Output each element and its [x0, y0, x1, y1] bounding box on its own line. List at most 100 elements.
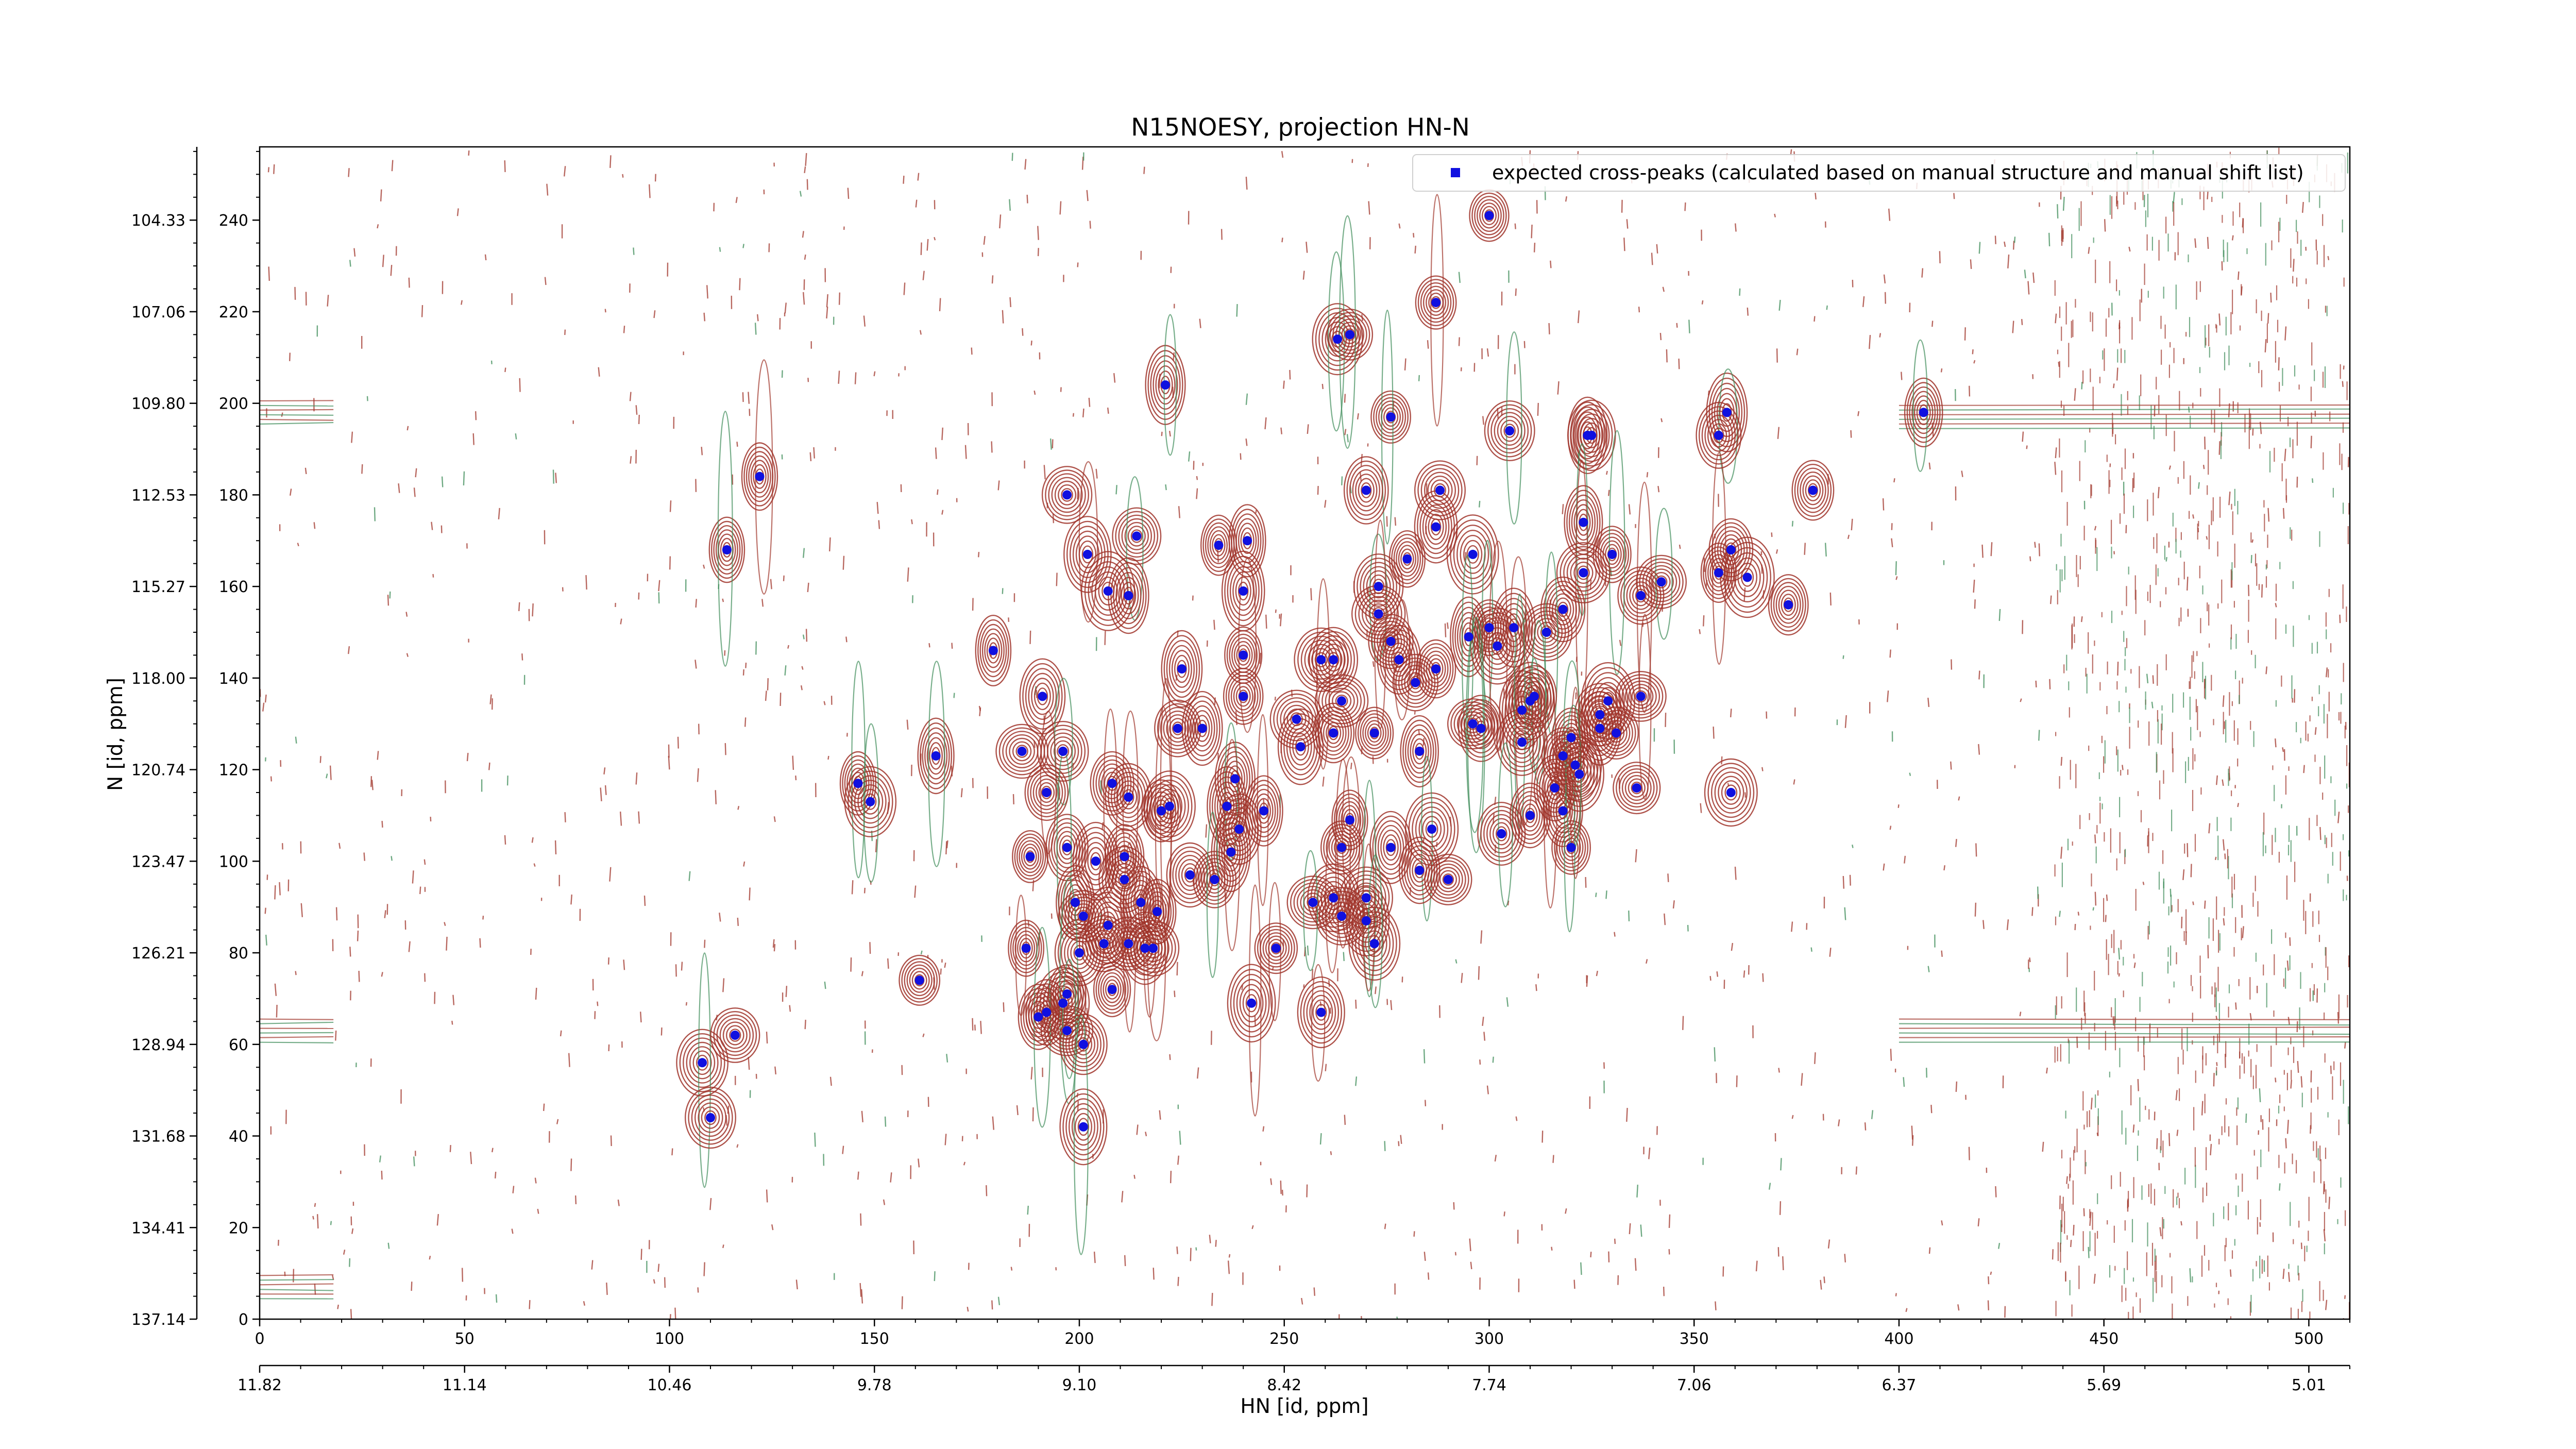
noise-contour	[1762, 973, 1764, 982]
peak-contour	[1696, 401, 1742, 469]
artefact-ridge	[1899, 404, 2350, 406]
cross-peak-marker	[1124, 939, 1133, 949]
peak-contour	[975, 614, 1012, 686]
noise-contour	[704, 939, 706, 948]
noise-contour	[1716, 971, 1719, 977]
y-tick-label: 240	[219, 212, 248, 230]
noise-contour	[1619, 639, 1622, 646]
peak-contour	[1228, 675, 1259, 718]
peak-contour	[860, 788, 880, 815]
peak-contour	[1175, 854, 1205, 895]
noise-contour	[677, 736, 679, 749]
noise-contour	[2165, 557, 2167, 562]
peak-streak	[1638, 614, 1652, 800]
cross-peak-marker	[1337, 696, 1347, 706]
cross-peak-marker	[1636, 692, 1646, 701]
peak-contour	[1343, 456, 1389, 525]
noise-contour	[1174, 990, 1176, 997]
noise-contour	[552, 469, 554, 484]
peak-contour	[1401, 665, 1430, 701]
noise-contour	[635, 405, 638, 415]
cross-peak-marker	[1099, 939, 1109, 949]
noise-contour	[2221, 261, 2223, 271]
noise-contour	[1824, 543, 1827, 557]
peak-contour	[1415, 275, 1457, 330]
noise-contour	[2223, 839, 2225, 851]
peak-contour	[1047, 732, 1079, 770]
noise-contour	[2222, 695, 2225, 707]
peak-contour	[1315, 1004, 1327, 1021]
noise-contour	[1905, 1308, 1908, 1312]
peak-contour	[1571, 499, 1596, 546]
cross-peak-marker	[1411, 678, 1420, 687]
noise-contour	[1820, 1279, 1822, 1290]
noise-contour	[2282, 747, 2284, 752]
peak-contour	[1398, 836, 1440, 904]
noise-contour	[1778, 1068, 1780, 1073]
noise-contour	[604, 309, 606, 313]
peak-contour	[851, 775, 890, 829]
peak-contour	[1121, 518, 1153, 554]
peak-streak	[1303, 850, 1318, 971]
peak-contour	[1286, 723, 1315, 770]
peak-contour	[1093, 962, 1131, 1018]
peak-contour	[688, 1090, 733, 1145]
noise-contour	[1523, 341, 1526, 348]
peak-contour	[1329, 312, 1370, 358]
peak-contour	[1595, 529, 1630, 580]
peak-contour	[716, 1014, 754, 1056]
noise-contour	[1994, 235, 1996, 244]
noise-contour	[297, 543, 299, 547]
peak-streak	[1316, 578, 1330, 770]
peak-contour	[1600, 536, 1624, 572]
noise-contour	[2049, 679, 2051, 689]
x-tick-label: 450	[2089, 1330, 2119, 1348]
cross-peak-marker	[1505, 426, 1515, 435]
peak-contour	[1573, 409, 1610, 462]
peak-contour	[1328, 902, 1355, 931]
noise-contour	[1024, 159, 1027, 170]
y-tick-label: 80	[229, 945, 248, 963]
noise-contour	[335, 1030, 337, 1041]
noise-contour	[2074, 923, 2076, 931]
peak-contour	[701, 1106, 720, 1129]
peak-contour	[917, 717, 955, 795]
peak-contour	[1398, 661, 1433, 704]
noise-contour	[1578, 310, 1580, 324]
noise-contour	[1869, 335, 1871, 349]
peak-contour	[1423, 471, 1456, 509]
noise-contour	[1033, 390, 1036, 395]
cross-peak-marker	[1517, 737, 1527, 747]
noise-contour	[620, 811, 622, 826]
noise-contour	[2059, 911, 2061, 917]
cross-peak-marker	[1603, 696, 1613, 706]
cross-peak-marker	[698, 1058, 707, 1068]
cross-peak-marker	[1361, 485, 1371, 495]
x-ppm-tick-label: 5.01	[2292, 1376, 2326, 1394]
peak-contour	[1546, 585, 1580, 634]
cross-peak-marker	[1062, 490, 1072, 500]
peak-contour	[1158, 370, 1173, 400]
peak-contour	[1913, 395, 1934, 430]
y-axis-index: 0 20 40 60 80 100 120 140 160 180 200 220 240	[219, 150, 260, 1329]
noise-contour	[1101, 822, 1104, 830]
cross-peak-marker	[1058, 747, 1068, 756]
peak-contour	[1494, 412, 1526, 450]
noise-contour	[381, 972, 383, 977]
noise-contour	[1768, 1183, 1771, 1190]
noise-contour	[653, 1279, 655, 1284]
noise-contour	[1778, 299, 1781, 311]
noise-contour	[1664, 913, 1666, 925]
peak-contour	[981, 628, 1005, 673]
peak-contour	[1103, 975, 1122, 1003]
cross-peak-marker	[1136, 898, 1146, 907]
peak-contour	[692, 1050, 712, 1075]
peak-contour	[864, 793, 877, 810]
peak-contour	[1333, 837, 1350, 857]
noise-contour	[623, 959, 625, 970]
peak-contour	[1563, 550, 1604, 596]
noise-contour	[2006, 919, 2009, 931]
peak-contour	[1081, 545, 1094, 564]
noise-contour	[2055, 447, 2057, 459]
noise-contour	[1977, 1218, 1980, 1227]
